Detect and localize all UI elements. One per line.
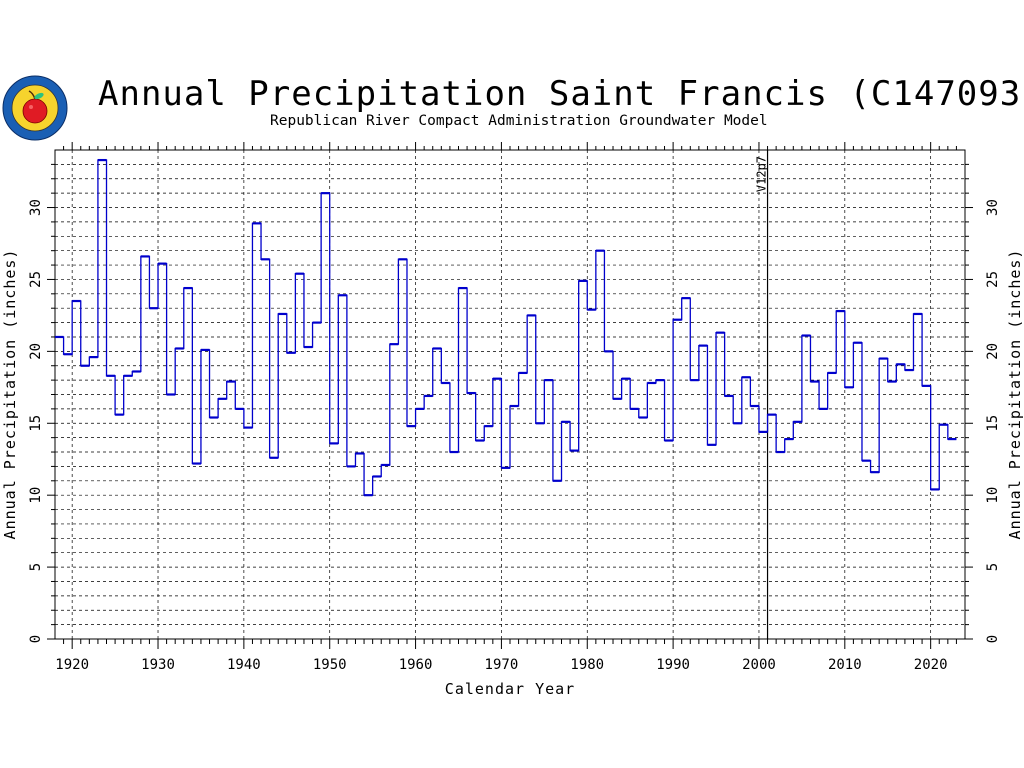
series-line — [55, 159, 957, 496]
y-tick-label: 20 — [28, 343, 44, 360]
x-tick-label: 1970 — [485, 657, 519, 673]
x-tick-label: 1990 — [656, 657, 690, 673]
chart-subtitle: Republican River Compact Administration … — [270, 113, 768, 129]
grid — [55, 150, 965, 639]
y-tick-label: 15 — [28, 415, 44, 432]
y-tick-label-right: 20 — [985, 343, 1001, 360]
annotation-label: V12p7 — [755, 156, 769, 192]
y-tick-label-right: 25 — [985, 271, 1001, 288]
y-tick-label: 0 — [28, 635, 44, 643]
x-tick-label: 1940 — [227, 657, 261, 673]
y-axis-label: Annual Precipitation (inches) — [1, 249, 19, 540]
y-axis-label-right: Annual Precipitation (inches) — [1006, 249, 1024, 540]
x-tick-label: 1960 — [399, 657, 433, 673]
x-tick-label: 2000 — [742, 657, 776, 673]
y-tick-label-right: 5 — [985, 563, 1001, 571]
y-tick-label-right: 15 — [985, 415, 1001, 432]
x-tick-label: 2020 — [914, 657, 948, 673]
x-tick-label: 1930 — [141, 657, 175, 673]
y-tick-label-right: 30 — [985, 199, 1001, 216]
y-tick-label: 5 — [28, 563, 44, 571]
y-tick-label: 10 — [28, 487, 44, 504]
annotation: V12p7 — [755, 150, 769, 639]
x-tick-label: 1920 — [55, 657, 89, 673]
x-axis-label: Calendar Year — [445, 680, 575, 698]
y-tick-label-right: 0 — [985, 635, 1001, 643]
precipitation-series — [55, 158, 957, 497]
plot-frame — [54, 149, 966, 640]
y-tick-label: 25 — [28, 271, 44, 288]
rrca-seal-logo — [2, 75, 68, 141]
x-tick-label: 2010 — [828, 657, 862, 673]
chart-title: Annual Precipitation Saint Francis (C147… — [98, 74, 1024, 114]
x-tick-label: 1980 — [570, 657, 604, 673]
y-tick-label: 30 — [28, 199, 44, 216]
y-tick-label-right: 10 — [985, 487, 1001, 504]
x-tick-label: 1950 — [313, 657, 347, 673]
